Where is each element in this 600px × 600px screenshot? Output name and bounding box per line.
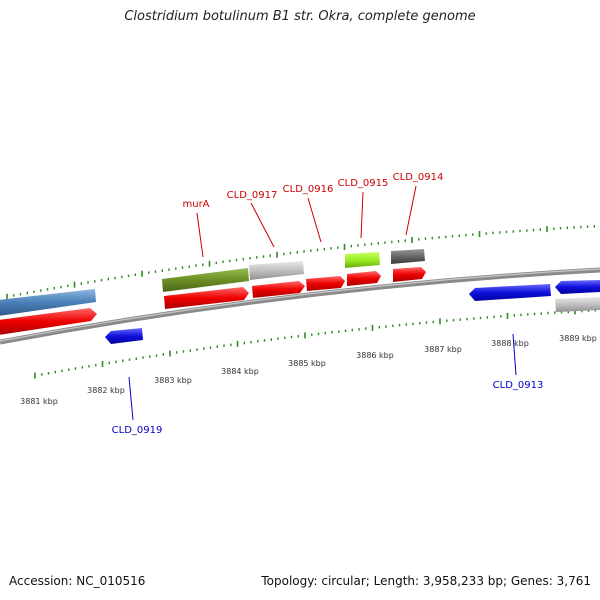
gene-leader-line xyxy=(196,212,204,258)
cog-feature-box xyxy=(0,289,96,316)
cog-feature-box xyxy=(249,261,304,280)
gene-leader-line xyxy=(307,197,322,243)
scale-label: 3881 kbp xyxy=(20,397,58,406)
scale-label: 3882 kbp xyxy=(87,386,125,395)
gene-leader-line xyxy=(128,376,134,421)
map-title: Clostridium botulinum B1 str. Okra, comp… xyxy=(124,9,476,24)
forward-cds-arrow xyxy=(252,281,305,298)
gene-label-murA: murA xyxy=(182,199,209,210)
reverse-cds-arrow xyxy=(105,328,143,344)
scale-label: 3889 kbp xyxy=(559,334,597,343)
scale-label: 3886 kbp xyxy=(356,351,394,360)
scale-label: 3885 kbp xyxy=(288,359,326,368)
gene-leader-line xyxy=(250,202,275,248)
forward-cds-arrow xyxy=(0,308,97,335)
scale-label: 3883 kbp xyxy=(154,376,192,385)
forward-cds-arrow xyxy=(393,267,426,282)
forward-cds-arrow xyxy=(164,287,249,309)
forward-cds-arrow xyxy=(306,276,345,291)
gene-label-CLD_0919: CLD_0919 xyxy=(112,425,163,436)
genome-backbone-highlight xyxy=(0,268,600,342)
genome-backbone xyxy=(0,267,600,345)
forward-cds-arrow xyxy=(347,271,381,286)
gene-label-CLD_0916: CLD_0916 xyxy=(283,184,334,195)
cog-feature-box xyxy=(162,268,249,292)
scale-label: 3887 kbp xyxy=(424,345,462,354)
gene-label-CLD_0914: CLD_0914 xyxy=(393,172,444,183)
genome-summary-text: Topology: circular; Length: 3,958,233 bp… xyxy=(261,574,591,588)
cog-feature-box xyxy=(555,297,600,312)
reverse-cds-arrow xyxy=(555,280,600,294)
scale-label: 3888 kbp xyxy=(491,339,529,348)
cog-feature-box xyxy=(345,252,380,268)
cog-feature-box xyxy=(391,249,425,264)
gene-label-CLD_0913: CLD_0913 xyxy=(493,380,544,391)
accession-text: Accession: NC_010516 xyxy=(9,574,146,588)
gene-label-CLD_0915: CLD_0915 xyxy=(338,178,389,189)
gene-label-CLD_0917: CLD_0917 xyxy=(227,190,278,201)
scale-label: 3884 kbp xyxy=(221,367,259,376)
gene-leader-line xyxy=(405,185,417,236)
inner-tick-ring xyxy=(34,308,596,379)
reverse-cds-arrow xyxy=(469,284,551,301)
gene-leader-line xyxy=(360,191,364,239)
outer-tick-ring xyxy=(6,225,595,300)
gene-leader-line xyxy=(512,333,517,376)
